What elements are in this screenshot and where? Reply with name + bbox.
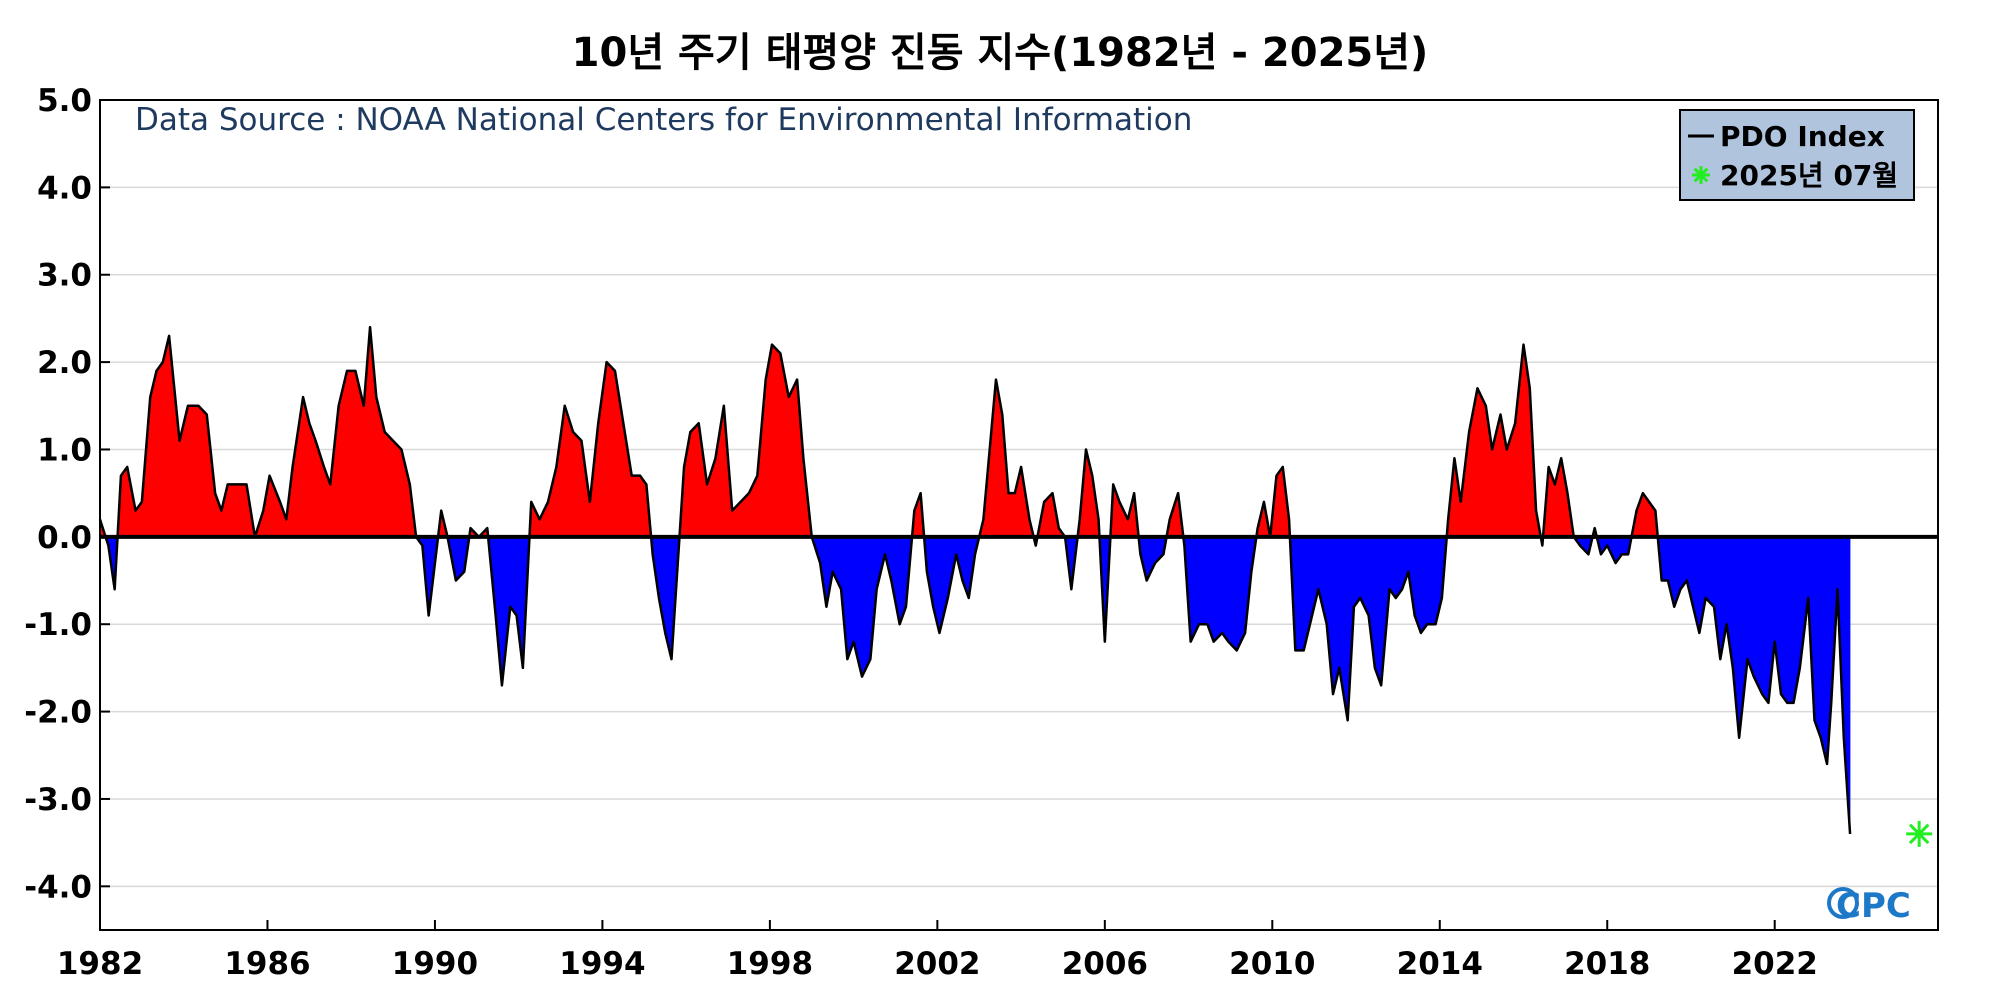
area-segment (198, 405, 208, 538)
area-segment (623, 423, 633, 538)
area-segment (237, 484, 247, 538)
area-segment (1295, 536, 1305, 651)
area-segment (162, 335, 170, 538)
area-segment (1353, 536, 1361, 608)
y-axis: 5.0 4.0 3.0 2.0 1.0 0.0 -1.0 -2.0 -3.0 -4.0 (24, 83, 110, 905)
y-tick-label: 2.0 (37, 345, 92, 381)
area-segment (1213, 536, 1223, 643)
x-tick-label: 2022 (1732, 946, 1818, 982)
area-segment (861, 536, 871, 677)
area-segment (227, 484, 239, 538)
asterisk-stroke (1908, 823, 1930, 845)
cpc-logo: CPC (1836, 886, 1911, 926)
y-tick-label: -3.0 (24, 782, 92, 818)
area-segment (187, 405, 199, 538)
area-segment (1814, 536, 1822, 738)
x-tick-label: 2002 (894, 946, 980, 982)
pdo-line (98, 325, 1852, 834)
area-segment (1359, 536, 1369, 616)
area-segment (346, 370, 356, 538)
area-segment (292, 397, 304, 538)
legend-label-pdo: PDO Index (1720, 120, 1885, 153)
area-segment (1477, 388, 1487, 538)
legend-asterisk-icon (1692, 166, 1710, 184)
area-segment (690, 422, 700, 538)
legend: PDO Index 2025년 07월 (1679, 109, 1915, 201)
area-segment (1228, 536, 1238, 652)
pdo-index-series (98, 325, 1852, 834)
chart-title: 10년 주기 태평양 진동 지수(1982년 - 2025년) (572, 30, 1429, 76)
area-segment (1753, 536, 1763, 695)
x-tick-label: 2018 (1564, 946, 1650, 982)
x-axis: 1982 1986 1990 1994 1998 2002 2006 2010 2014 2018… (57, 920, 1818, 982)
area-segment (1705, 536, 1715, 608)
area-segment (572, 431, 582, 538)
x-tick-label: 1998 (727, 946, 813, 982)
data-source-note: Data Source : NOAA National Centers for … (135, 102, 1192, 138)
y-tick-label: -4.0 (24, 869, 92, 905)
area-segment (556, 405, 566, 538)
area-segment (1786, 536, 1794, 704)
area-segment (384, 431, 394, 538)
y-tick-label: -1.0 (24, 607, 92, 643)
area-segment (788, 379, 798, 538)
area-segment (156, 361, 164, 538)
area-segment (1374, 536, 1382, 686)
x-tick-label: 2010 (1229, 946, 1315, 982)
area-segment (269, 475, 281, 538)
area-segment (1198, 536, 1208, 625)
latest-point (1906, 820, 1933, 847)
area-segment (392, 439, 402, 538)
area-segment (510, 536, 517, 617)
y-tick-label: -2.0 (24, 695, 92, 731)
area-segment (847, 536, 854, 660)
area-segment (1780, 536, 1788, 704)
area-segment (1661, 536, 1669, 581)
plot-frame (99, 99, 1939, 931)
y-tick-label: 1.0 (37, 432, 92, 468)
x-tick-label: 1982 (57, 946, 143, 982)
y-tick-label: 0.0 (37, 520, 92, 556)
x-tick-label: 1990 (392, 946, 478, 982)
area-segment (1621, 536, 1629, 555)
y-tick-label: 5.0 (37, 83, 92, 119)
area-segment (1008, 492, 1016, 538)
x-tick-label: 1986 (224, 946, 310, 982)
x-tick-label: 2006 (1062, 946, 1148, 982)
area-segment (1426, 536, 1436, 625)
cpc-logo-ring (1827, 887, 1859, 919)
area-segment (1420, 536, 1428, 634)
area-segment (1221, 536, 1229, 643)
x-tick-label: 1994 (559, 946, 645, 982)
area-segment (1820, 536, 1828, 765)
y-tick-label: 4.0 (37, 170, 92, 206)
legend-label-latest: 2025년 07월 (1720, 159, 1898, 192)
area-segment (606, 361, 616, 538)
area-segment (631, 475, 641, 538)
asterisk-stroke (1693, 167, 1709, 183)
y-tick-label: 3.0 (37, 258, 92, 294)
legend-box (1679, 109, 1915, 201)
area-segment (1747, 536, 1755, 677)
legend-asterisk (1692, 166, 1710, 184)
area-segment (1761, 536, 1769, 704)
latest-marker (1906, 820, 1933, 847)
area-segment (771, 343, 781, 538)
x-tick-label: 2014 (1397, 946, 1483, 982)
